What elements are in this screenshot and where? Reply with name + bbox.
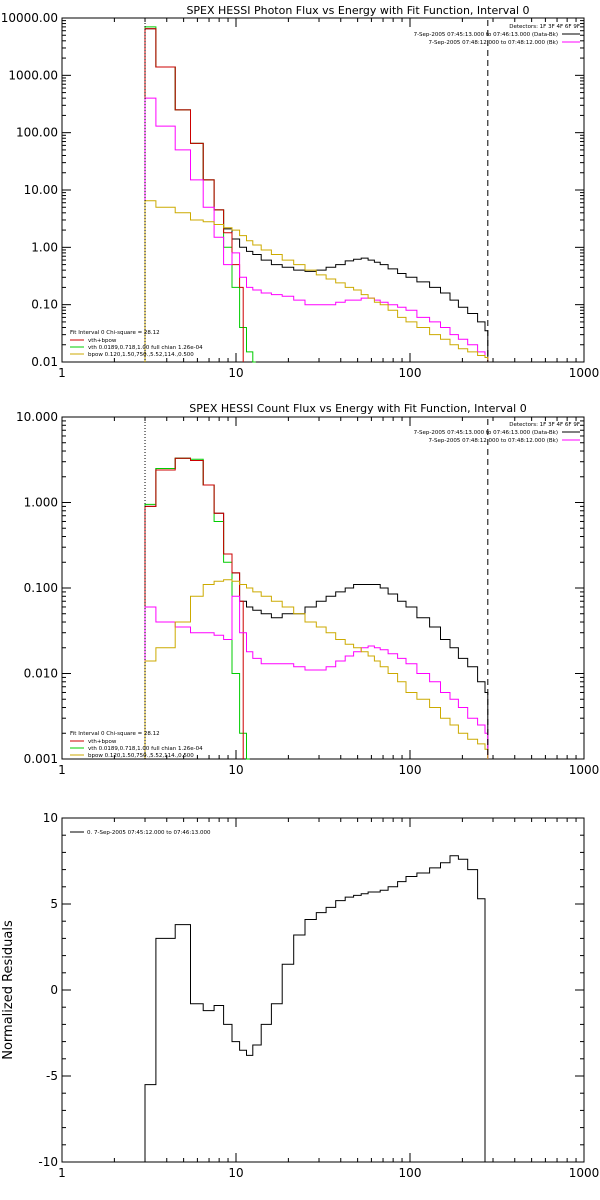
photon-flux-series <box>144 26 489 363</box>
x-tick-label: 10 <box>228 763 243 777</box>
y-tick-label: 1.000 <box>24 496 58 510</box>
photon-flux-legend-data-interval: 7-Sep-2005 07:45:13.000 to 07:46:13.000 … <box>414 32 558 38</box>
count-flux-legend-bpow: bpow 0.120,1.50,750.,5.52,114.,0.500 <box>88 753 194 759</box>
photon-flux-fit-info: Fit Interval 0 Chi-square = 28.12 <box>70 330 160 336</box>
photon-flux-legend-bpow: bpow 0.120,1.50,750.,5.52,114.,0.500 <box>88 352 194 358</box>
photon-flux-panel: SPEX HESSI Photon Flux vs Energy with Fi… <box>1 4 600 380</box>
x-tick-label: 100 <box>399 1166 422 1180</box>
photon-flux-tick-labels: 1 10 100 1000 0.01 0.10 1.00 10.00 100.00 1000.00… <box>1 11 600 380</box>
photon-flux-legend-top-right: Detectors: 1F 3F 4F 6F 9F 7-Sep-2005 07:… <box>414 24 580 46</box>
x-tick-label: 1000 <box>569 763 600 777</box>
x-tick-label: 1 <box>58 763 66 777</box>
series-line-4 <box>144 200 489 362</box>
count-flux-legend-vth: vth 0.0189,0.718,1.00 full chian 1.26e-0… <box>88 746 203 752</box>
residuals-panel: Normalized Residuals 1 10 100 1000 -10 -5 0 5 10… <box>1 811 599 1180</box>
y-tick-label: 1000.00 <box>8 68 58 82</box>
y-tick-label: 1.00 <box>31 240 58 254</box>
series-line-3 <box>144 595 489 759</box>
y-tick-label: 10.00 <box>24 183 58 197</box>
series-line-2 <box>144 28 244 362</box>
count-flux-legend-bk-interval: 7-Sep-2005 07:48:12.000 to 07:48:12.000 … <box>429 438 559 444</box>
x-tick-label: 1 <box>58 366 66 380</box>
residuals-legend-label: 0. 7-Sep-2005 07:45:12.000 to 07:46:13.0… <box>87 830 211 836</box>
series-line-4 <box>144 579 489 759</box>
photon-flux-axes <box>61 17 585 363</box>
photon-flux-legend-bk-interval: 7-Sep-2005 07:48:12.000 to 07:48:12.000 … <box>429 40 559 46</box>
count-flux-panel: SPEX HESSI Count Flux vs Energy with Fit… <box>16 402 599 777</box>
x-tick-label: 100 <box>399 366 422 380</box>
series-line-3 <box>144 97 489 362</box>
y-tick-label: 0 <box>50 983 58 997</box>
x-tick-label: 1000 <box>569 1166 600 1180</box>
y-tick-label: 100.00 <box>16 126 58 140</box>
photon-flux-legend-bottom-left: Fit Interval 0 Chi-square = 28.12 vth+bp… <box>70 330 203 358</box>
photon-flux-legend-vth-bpow: vth+bpow <box>88 338 117 344</box>
count-flux-legend-data-interval: 7-Sep-2005 07:45:13.000 to 07:46:13.000 … <box>414 430 558 436</box>
residuals-tick-labels: 1 10 100 1000 -10 -5 0 5 10 <box>38 811 599 1180</box>
x-tick-label: 10 <box>228 366 243 380</box>
y-tick-label: 10 <box>43 811 58 825</box>
count-flux-title: SPEX HESSI Count Flux vs Energy with Fit… <box>189 402 526 415</box>
y-tick-label: 0.001 <box>24 752 58 766</box>
count-flux-legend-top-right: Detectors: 1F 3F 4F 6F 9F 7-Sep-2005 07:… <box>414 422 580 444</box>
residuals-axes <box>61 817 585 1163</box>
residuals-legend: 0. 7-Sep-2005 07:45:12.000 to 07:46:13.0… <box>70 830 211 836</box>
y-tick-label: 0.01 <box>31 355 58 369</box>
count-flux-series <box>144 457 489 760</box>
y-tick-label: 0.10 <box>31 298 58 312</box>
photon-flux-legend-vth: vth 0.0189,0.718,1.00 full chian 1.26e-0… <box>88 345 203 351</box>
series-line-2 <box>144 457 244 759</box>
residuals-y-axis-label: Normalized Residuals <box>1 920 16 1060</box>
count-flux-markers <box>144 419 489 759</box>
count-flux-axes <box>61 416 585 760</box>
count-flux-legend-vth-bpow: vth+bpow <box>88 739 117 745</box>
y-tick-label: 5 <box>50 897 58 911</box>
photon-flux-markers <box>144 20 489 362</box>
count-flux-tick-labels: 1 10 100 1000 0.001 0.010 0.100 1.000 10.000 <box>16 410 599 777</box>
y-tick-label: 0.010 <box>24 667 58 681</box>
residuals-series <box>144 855 488 1163</box>
y-tick-label: 0.100 <box>24 581 58 595</box>
photon-flux-legend-detectors: Detectors: 1F 3F 4F 6F 9F <box>509 24 580 30</box>
y-tick-label: 10000.00 <box>1 11 58 25</box>
count-flux-legend-bottom-left: Fit Interval 0 Chi-square = 28.12 vth+bp… <box>70 731 203 759</box>
x-tick-label: 10 <box>228 1166 243 1180</box>
y-tick-label: -5 <box>46 1069 58 1083</box>
photon-flux-title: SPEX HESSI Photon Flux vs Energy with Fi… <box>186 4 529 17</box>
y-tick-label: -10 <box>38 1155 58 1169</box>
count-flux-fit-info: Fit Interval 0 Chi-square = 28.12 <box>70 731 160 737</box>
count-flux-legend-detectors: Detectors: 1F 3F 4F 6F 9F <box>509 422 580 428</box>
series-line-0 <box>144 855 488 1163</box>
x-tick-label: 1000 <box>569 366 600 380</box>
x-tick-label: 100 <box>399 763 422 777</box>
y-tick-label: 10.000 <box>16 410 58 424</box>
x-tick-label: 1 <box>58 1166 66 1180</box>
